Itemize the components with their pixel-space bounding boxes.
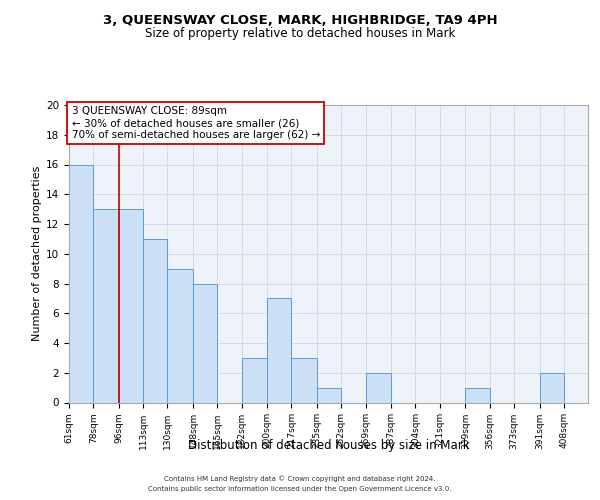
Text: Size of property relative to detached houses in Mark: Size of property relative to detached ho… — [145, 28, 455, 40]
Bar — [143, 239, 167, 402]
Bar — [466, 388, 490, 402]
Bar — [317, 388, 341, 402]
Text: Distribution of detached houses by size in Mark: Distribution of detached houses by size … — [188, 440, 470, 452]
Bar — [119, 209, 143, 402]
Y-axis label: Number of detached properties: Number of detached properties — [32, 166, 42, 342]
Bar — [365, 373, 391, 402]
Bar — [167, 268, 193, 402]
Bar — [93, 209, 119, 402]
Bar — [69, 164, 93, 402]
Text: 3 QUEENSWAY CLOSE: 89sqm
← 30% of detached houses are smaller (26)
70% of semi-d: 3 QUEENSWAY CLOSE: 89sqm ← 30% of detach… — [71, 106, 320, 140]
Bar — [267, 298, 292, 403]
Bar — [242, 358, 267, 403]
Bar — [539, 373, 564, 402]
Text: Contains HM Land Registry data © Crown copyright and database right 2024.: Contains HM Land Registry data © Crown c… — [164, 476, 436, 482]
Bar — [292, 358, 317, 403]
Bar — [193, 284, 217, 403]
Text: Contains public sector information licensed under the Open Government Licence v3: Contains public sector information licen… — [148, 486, 452, 492]
Text: 3, QUEENSWAY CLOSE, MARK, HIGHBRIDGE, TA9 4PH: 3, QUEENSWAY CLOSE, MARK, HIGHBRIDGE, TA… — [103, 14, 497, 27]
